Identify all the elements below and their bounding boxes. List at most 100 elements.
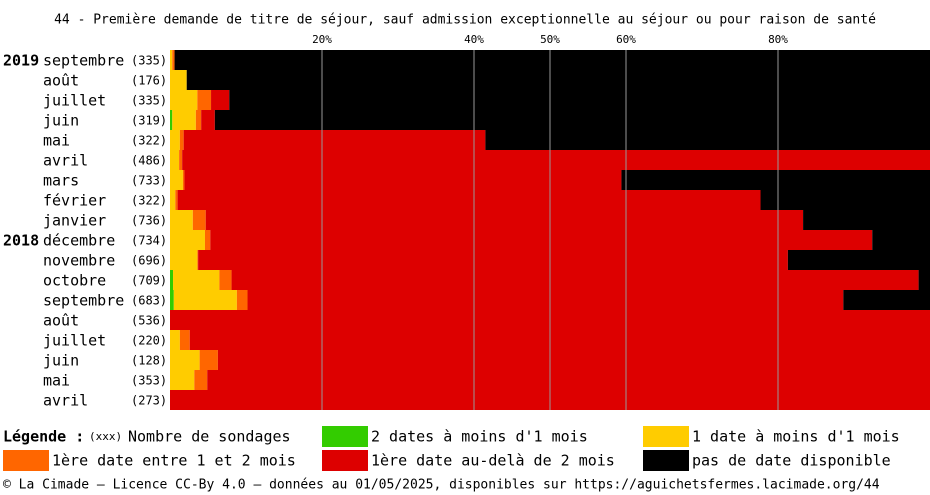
category-label: octobre [43, 272, 106, 290]
bar-segment [182, 150, 930, 170]
sample-label: (220) [131, 334, 167, 348]
bar-segment [173, 270, 220, 290]
bar-segment [170, 50, 173, 70]
bar-segment [189, 330, 930, 350]
bar-segment [173, 290, 237, 310]
bar-segment [170, 90, 198, 110]
category-label: août [43, 72, 79, 90]
category-label: mars [43, 172, 79, 190]
category-label: décembre [43, 232, 115, 250]
category-label: janvier [43, 212, 106, 230]
sample-label: (335) [131, 54, 167, 68]
sample-label: (733) [131, 174, 167, 188]
bar-segment [170, 230, 205, 250]
sample-label: (709) [131, 274, 167, 288]
bar-segment [197, 250, 199, 270]
bar-segment [199, 350, 218, 370]
category-label: mai [43, 132, 70, 150]
bar-segment [217, 350, 930, 370]
x-tick-label: 80% [768, 33, 788, 46]
category-label: avril [43, 392, 88, 410]
legend-swatch [322, 450, 368, 471]
sample-label: (273) [131, 394, 167, 408]
bar-segment [787, 250, 930, 270]
legend-label: 1 date à moins d'1 mois [692, 428, 900, 446]
bar-segment [843, 290, 930, 310]
bar-segment [179, 330, 190, 350]
bar-segment [172, 110, 196, 130]
bar-segment [760, 190, 930, 210]
bar-segment [210, 230, 873, 250]
bar-segment [211, 90, 230, 110]
bar-segment [170, 170, 183, 190]
bar-segment [192, 210, 206, 230]
category-label: juillet [43, 332, 106, 350]
sample-label: (319) [131, 114, 167, 128]
bar-segment [205, 210, 804, 230]
bar-segment [872, 230, 930, 250]
bar-segment [247, 290, 844, 310]
legend-swatch [322, 426, 368, 447]
sample-label: (322) [131, 134, 167, 148]
bar-segment [236, 290, 248, 310]
x-tick-label: 60% [616, 33, 636, 46]
category-label: juin [43, 352, 79, 370]
chart-title: 44 - Première demande de titre de séjour… [54, 13, 876, 28]
bar-segment [197, 90, 212, 110]
sample-label: (536) [131, 314, 167, 328]
year-label: 2018 [3, 232, 39, 250]
bar-segment [175, 190, 178, 210]
bar-segment [170, 330, 180, 350]
legend-swatch [3, 450, 49, 471]
sample-label: (128) [131, 354, 167, 368]
bar-segment [184, 170, 622, 190]
bar-segment [803, 210, 930, 230]
bar-segment [170, 110, 173, 130]
sample-label: (335) [131, 94, 167, 108]
bar-segment [207, 370, 930, 390]
bar-segment [177, 190, 761, 210]
bar-segment [231, 270, 919, 290]
bar-segment [170, 250, 198, 270]
legend-title: Légende : [3, 428, 84, 446]
legend-swatch [643, 450, 689, 471]
bar-segment [485, 130, 930, 150]
bar-segment [194, 370, 208, 390]
bar-segment [219, 270, 232, 290]
legend-label: 1ère date entre 1 et 2 mois [52, 452, 296, 470]
bar-segment [918, 270, 930, 290]
sample-label: (734) [131, 234, 167, 248]
bar-segment [170, 150, 180, 170]
legend-label: 1ère date au-delà de 2 mois [371, 452, 615, 470]
category-label: février [43, 192, 106, 210]
footer: © La Cimade — Licence CC-By 4.0 — donnée… [3, 478, 880, 493]
legend-sample-key: (xxx) [89, 430, 122, 443]
bar-segment [170, 190, 176, 210]
x-tick-label: 40% [464, 33, 484, 46]
bar-segment [182, 170, 185, 190]
bar-segment [201, 110, 215, 130]
bar-segment [204, 230, 211, 250]
sample-label: (696) [131, 254, 167, 268]
category-label: avril [43, 152, 88, 170]
bar-segment [170, 270, 174, 290]
x-tick-label: 20% [312, 33, 332, 46]
category-label: septembre [43, 292, 124, 310]
sample-label: (683) [131, 294, 167, 308]
sample-label: (736) [131, 214, 167, 228]
category-label: novembre [43, 252, 115, 270]
bar-segment [229, 90, 930, 110]
sample-label: (322) [131, 194, 167, 208]
bar-segment [186, 70, 930, 90]
x-tick-label: 50% [540, 33, 560, 46]
sample-label: (353) [131, 374, 167, 388]
legend-swatch [643, 426, 689, 447]
legend-label: pas de date disponible [692, 452, 891, 470]
bar-segment [170, 350, 200, 370]
bar-segment [170, 130, 180, 150]
category-label: août [43, 312, 79, 330]
category-label: juillet [43, 92, 106, 110]
bar-segment [195, 110, 202, 130]
bar-segment [183, 130, 486, 150]
